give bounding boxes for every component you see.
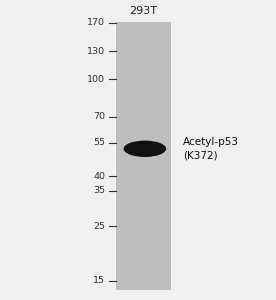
Text: (K372): (K372) [183, 150, 218, 160]
Text: 293T: 293T [129, 6, 158, 16]
Text: 70: 70 [93, 112, 105, 122]
Text: 40: 40 [93, 172, 105, 181]
Text: 25: 25 [93, 222, 105, 231]
Text: 130: 130 [87, 46, 105, 56]
Text: 100: 100 [87, 74, 105, 83]
Text: 15: 15 [93, 276, 105, 285]
Text: 170: 170 [87, 18, 105, 27]
Text: 35: 35 [93, 186, 105, 195]
Ellipse shape [124, 141, 166, 157]
Bar [116, 22, 171, 290]
Text: Acetyl-p53: Acetyl-p53 [183, 137, 239, 147]
Text: 55: 55 [93, 138, 105, 147]
